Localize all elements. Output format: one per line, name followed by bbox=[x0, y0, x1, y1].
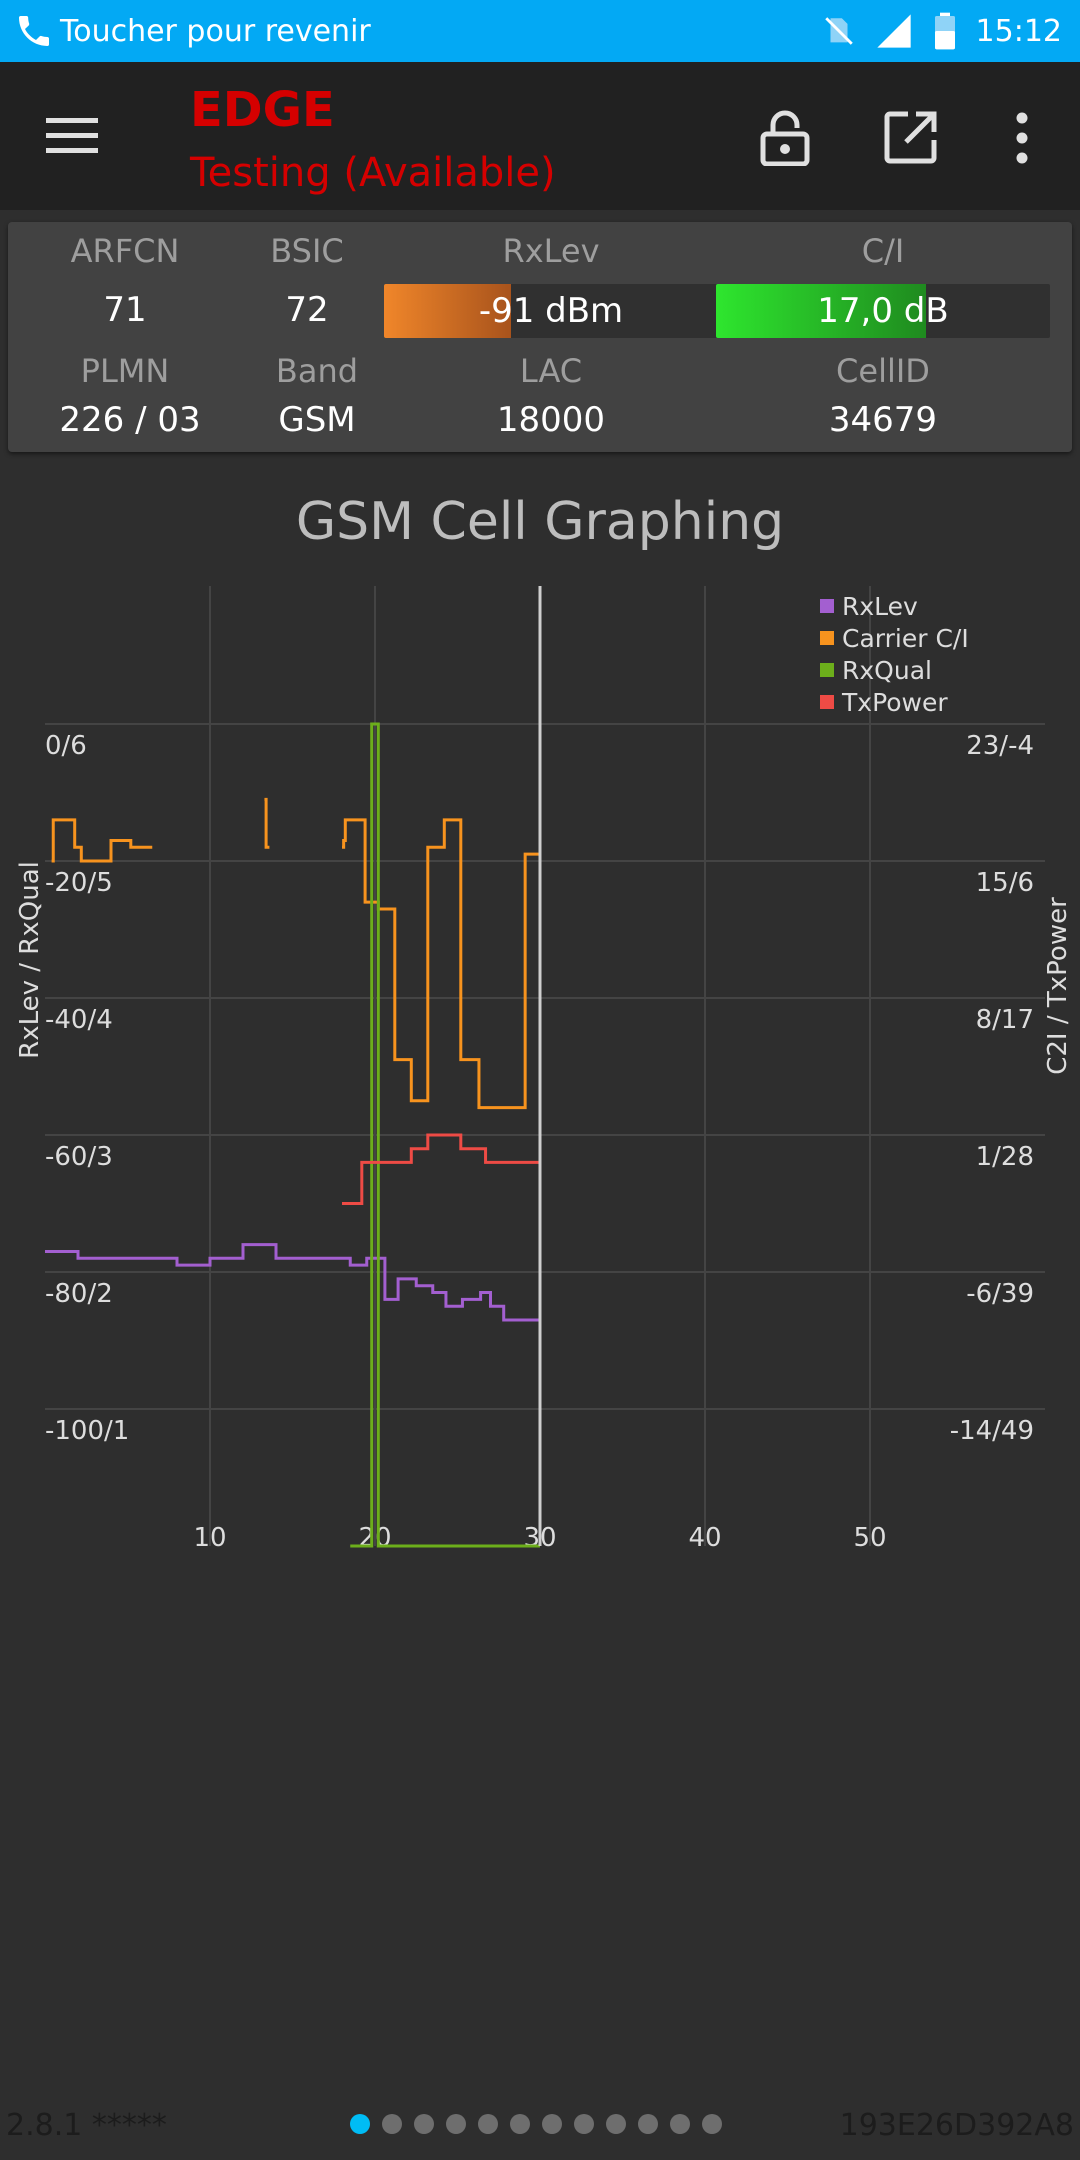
series-line-carrier-c-i bbox=[51, 818, 153, 863]
lac-label: LAC bbox=[519, 352, 583, 390]
rxlev-label: RxLev bbox=[502, 232, 600, 270]
y-axis-title-right: C2I / TxPower bbox=[1043, 897, 1073, 1075]
ci-label: C/I bbox=[861, 232, 905, 270]
more-vert-icon[interactable] bbox=[1006, 112, 1038, 164]
series-line-rxlev bbox=[45, 1243, 542, 1322]
y-tick-right: -14/49 bbox=[950, 1416, 1034, 1446]
y-tick-left: 0/6 bbox=[45, 731, 87, 761]
legend-swatch bbox=[820, 599, 834, 613]
y-tick-right: 1/28 bbox=[976, 1142, 1034, 1172]
y-tick-left: -60/3 bbox=[45, 1142, 113, 1172]
cellid-value: 34679 bbox=[828, 400, 938, 440]
page-dot[interactable] bbox=[574, 2114, 594, 2134]
status-bar[interactable]: Toucher pour revenir 15:12 bbox=[0, 0, 1080, 62]
gsm-cell-chart[interactable]: 0/6 -20/5 -40/4 -60/3 -80/2 -100/1 23/-4 15/6 8/… bbox=[0, 570, 1080, 1570]
battery-icon bbox=[934, 12, 955, 50]
band-value: GSM bbox=[278, 400, 356, 440]
x-tick: 10 bbox=[193, 1523, 226, 1553]
open-external-icon[interactable] bbox=[884, 110, 938, 164]
signal-icon bbox=[876, 14, 911, 48]
x-tick: 20 bbox=[358, 1523, 391, 1553]
x-tick: 50 bbox=[853, 1523, 886, 1553]
y-tick-left: -100/1 bbox=[45, 1416, 129, 1446]
series-line-rxqual bbox=[350, 722, 540, 1548]
return-to-call-text[interactable]: Toucher pour revenir bbox=[60, 13, 371, 49]
series-line-txpower bbox=[342, 1133, 540, 1205]
page-dot[interactable] bbox=[702, 2114, 722, 2134]
legend-label: Carrier C/I bbox=[842, 624, 969, 653]
page-dot[interactable] bbox=[446, 2114, 466, 2134]
legend-label: RxQual bbox=[842, 656, 932, 685]
y-tick-right: 15/6 bbox=[976, 868, 1034, 898]
legend-label: RxLev bbox=[842, 592, 918, 621]
ci-bar: 17,0 dB bbox=[716, 284, 1050, 338]
plmn-label: PLMN bbox=[80, 352, 170, 390]
bsic-value: 72 bbox=[285, 290, 329, 330]
lac-value: 18000 bbox=[496, 400, 606, 440]
y-axis-title-left: RxLev / RxQual bbox=[15, 861, 45, 1059]
rxlev-value: -91 dBm bbox=[478, 291, 624, 331]
legend-swatch bbox=[820, 631, 834, 645]
network-type: EDGE bbox=[190, 82, 335, 138]
legend-label: TxPower bbox=[841, 688, 948, 717]
y-tick-left: -40/4 bbox=[45, 1005, 113, 1035]
plmn-value: 226 / 03 bbox=[59, 400, 201, 440]
app-bar: EDGE Testing (Available) bbox=[0, 62, 1080, 210]
cellid-label: CellID bbox=[836, 352, 930, 390]
device-id-text: 193E26D392A8 bbox=[839, 2108, 1074, 2143]
series-line-carrier-c-i bbox=[342, 818, 540, 1110]
page-indicator[interactable] bbox=[350, 2114, 722, 2134]
chart-title: GSM Cell Graphing bbox=[295, 492, 785, 552]
network-status: Testing (Available) bbox=[190, 150, 556, 196]
page-dot[interactable] bbox=[478, 2114, 498, 2134]
rxlev-bar-fill bbox=[384, 284, 511, 338]
rxlev-bar: -91 dBm bbox=[384, 284, 718, 338]
legend-swatch bbox=[820, 663, 834, 677]
ci-bar-fill bbox=[716, 284, 927, 338]
page-dot[interactable] bbox=[350, 2114, 370, 2134]
lock-open-icon[interactable] bbox=[760, 110, 810, 166]
x-tick: 40 bbox=[688, 1523, 721, 1553]
series-line-carrier-c-i bbox=[264, 797, 270, 849]
y-tick-left: -20/5 bbox=[45, 868, 113, 898]
y-tick-left: -80/2 bbox=[45, 1279, 113, 1309]
y-tick-right: -6/39 bbox=[966, 1279, 1034, 1309]
page-dot[interactable] bbox=[670, 2114, 690, 2134]
bsic-label: BSIC bbox=[270, 232, 344, 270]
menu-icon[interactable] bbox=[46, 114, 98, 158]
page-dot[interactable] bbox=[638, 2114, 658, 2134]
phone-icon bbox=[19, 16, 49, 46]
page-dot[interactable] bbox=[542, 2114, 562, 2134]
version-text: 2.8.1 ***** bbox=[6, 2108, 167, 2143]
cell-info-panel: ARFCN 71 BSIC 72 RxLev -91 dBm C/I 17,0 … bbox=[8, 222, 1072, 452]
page-dot[interactable] bbox=[606, 2114, 626, 2134]
band-label: Band bbox=[275, 352, 359, 390]
y-tick-right: 23/-4 bbox=[966, 731, 1034, 761]
arfcn-value: 71 bbox=[103, 290, 147, 330]
no-sim-icon bbox=[824, 17, 853, 45]
page-dot[interactable] bbox=[414, 2114, 434, 2134]
legend-swatch bbox=[820, 695, 834, 709]
clock: 15:12 bbox=[975, 13, 1062, 49]
y-tick-right: 8/17 bbox=[976, 1005, 1034, 1035]
page-dot[interactable] bbox=[510, 2114, 530, 2134]
ci-value: 17,0 dB bbox=[817, 291, 949, 331]
arfcn-label: ARFCN bbox=[70, 232, 180, 270]
page-dot[interactable] bbox=[382, 2114, 402, 2134]
